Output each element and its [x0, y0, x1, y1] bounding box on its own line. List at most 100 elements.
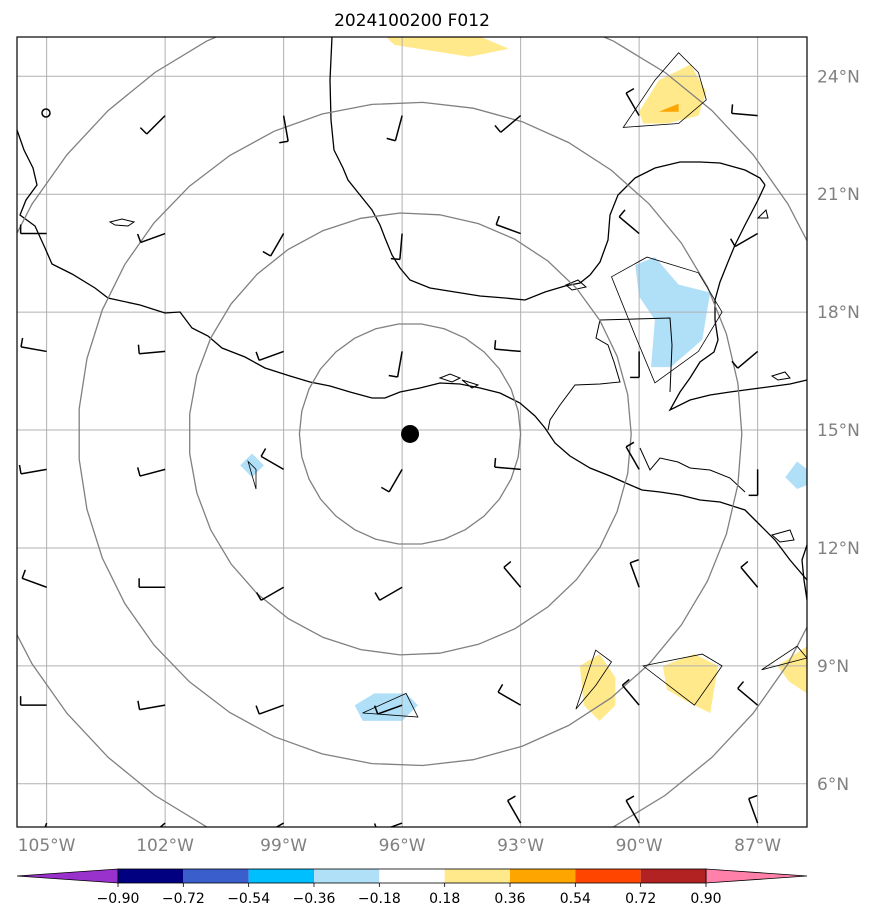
lat-label: 24°N [817, 67, 860, 87]
lat-label: 9°N [817, 657, 849, 677]
colorbar-tick-label: 0.54 [560, 891, 591, 907]
wind-barb [19, 224, 47, 235]
barb-shaft [494, 466, 521, 471]
wind-barb [388, 351, 403, 378]
barb-flag [731, 360, 739, 369]
range-ring [189, 212, 632, 656]
colorbar-bin [379, 869, 445, 883]
barb-flag [279, 140, 289, 144]
barb-flag [18, 464, 22, 474]
barb-flag [625, 441, 635, 448]
colorbar-bin [183, 869, 249, 883]
colorbar-tick-label: −0.36 [293, 891, 336, 907]
barb-flag [625, 87, 635, 94]
lat-label: 6°N [817, 775, 849, 795]
wind-barb [386, 115, 403, 142]
barb-shaft [139, 350, 166, 355]
barb-flag [139, 127, 148, 135]
wind-barb [138, 578, 166, 588]
barb-shaft [495, 223, 521, 235]
wind-barb [255, 350, 284, 362]
wind-barb [621, 678, 640, 706]
contour-lines [247, 52, 807, 718]
colorbar-extend-max [705, 868, 808, 884]
barb-shaft [282, 115, 289, 142]
barb-shaft [731, 112, 758, 117]
barb-flag [494, 124, 502, 133]
wind-barb [136, 232, 166, 244]
barb-shaft [20, 346, 47, 353]
contour-line [761, 645, 807, 671]
wind-barb [625, 87, 640, 116]
barb-flag [255, 705, 260, 715]
wind-barb [503, 560, 522, 588]
border-mexico-guatemala [547, 319, 621, 431]
lon-label: 93°W [497, 836, 544, 856]
colorbar-bin [444, 869, 510, 883]
border-guatemala [599, 317, 673, 393]
barb-shaft [258, 350, 284, 362]
lat-label: 18°N [817, 303, 860, 323]
barb-shaft [20, 468, 47, 475]
wind-barb [21, 569, 47, 588]
barb-shaft [140, 232, 166, 244]
barb-shaft [734, 232, 758, 248]
barb-flag [621, 678, 630, 686]
wind-barb [729, 232, 758, 248]
wind-barb [506, 795, 522, 824]
colorbar-tick-label: 0.90 [690, 891, 721, 907]
wind-barb [630, 351, 640, 379]
colorbar-tick-label: 0.72 [625, 891, 656, 907]
colorbar-extend-min [16, 868, 119, 884]
range-ring [78, 101, 743, 767]
range-rings [17, 37, 807, 827]
barb-flag [21, 569, 26, 579]
barb-shaft [500, 115, 522, 133]
wind-barb [618, 209, 640, 235]
barb-shaft [159, 822, 166, 827]
caribbean-coastline [668, 184, 807, 412]
barb-shaft [748, 798, 759, 824]
barb-flag [388, 374, 398, 378]
wind-barb [737, 681, 759, 706]
wind-barb [740, 560, 759, 588]
wind-barb [18, 464, 47, 475]
barb-flag [386, 137, 396, 142]
colorbar-frame [117, 868, 707, 884]
contour-fill-top-center [386, 37, 509, 57]
barb-shaft [139, 468, 166, 477]
contour-fill-Yucatan-north [639, 64, 707, 124]
wind-barb [625, 441, 640, 470]
contour-line [362, 692, 419, 718]
barb-shaft [399, 233, 403, 260]
wind-barb [19, 696, 47, 706]
coastlines [17, 37, 807, 601]
gulf-coastline [329, 37, 766, 301]
colorbar-bin [118, 869, 184, 883]
barb-shaft [625, 92, 640, 116]
contour-line [575, 649, 613, 710]
wind-barb [20, 337, 47, 353]
wind-barbs [18, 87, 759, 827]
wind-barb [731, 350, 759, 369]
pacific-coastline [17, 129, 807, 581]
barb-shaft [494, 348, 521, 353]
wind-barb [373, 822, 403, 827]
contour-line [610, 256, 723, 384]
barb-shaft [621, 684, 640, 706]
contour-fill-southeast-2 [662, 654, 719, 713]
wind-barb [139, 115, 166, 135]
wind-barb [279, 115, 289, 144]
contour-fill-east-edge-yellow [777, 646, 807, 694]
barb-shaft [618, 216, 640, 235]
barb-shaft [275, 822, 284, 827]
barb-flag [260, 448, 267, 457]
colorbar-bin [575, 869, 641, 883]
barb-flag [737, 681, 745, 689]
wind-barb [260, 448, 284, 470]
island-cozumel [756, 209, 769, 219]
barb-shaft [258, 704, 284, 715]
lat-label: 21°N [817, 185, 860, 205]
colorbar-tick-label: 0.36 [494, 891, 525, 907]
